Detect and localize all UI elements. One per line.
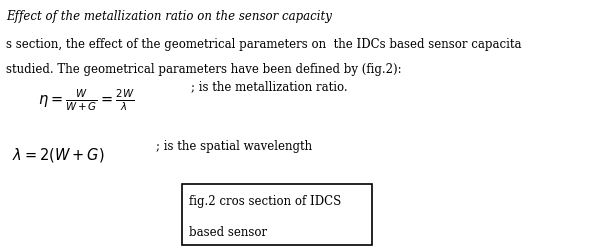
Text: $\eta = \frac{W}{W+G} = \frac{2W}{\lambda}$: $\eta = \frac{W}{W+G} = \frac{2W}{\lambd… [38,88,134,113]
Text: fig.2 cros section of IDCS: fig.2 cros section of IDCS [190,194,342,207]
Text: based sensor: based sensor [190,225,267,238]
Text: $\lambda = 2(W + G)$: $\lambda = 2(W + G)$ [12,146,104,164]
Bar [182,184,372,244]
Text: ; is the metallization ratio.: ; is the metallization ratio. [191,80,348,93]
Text: s section, the effect of the geometrical parameters on  the IDCs based sensor ca: s section, the effect of the geometrical… [6,38,521,51]
Text: Effect of the metallization ratio on the sensor capacity: Effect of the metallization ratio on the… [6,10,332,23]
Text: studied. The geometrical parameters have been defined by (fig.2):: studied. The geometrical parameters have… [6,63,402,76]
Text: ; is the spatial wavelength: ; is the spatial wavelength [156,140,312,152]
